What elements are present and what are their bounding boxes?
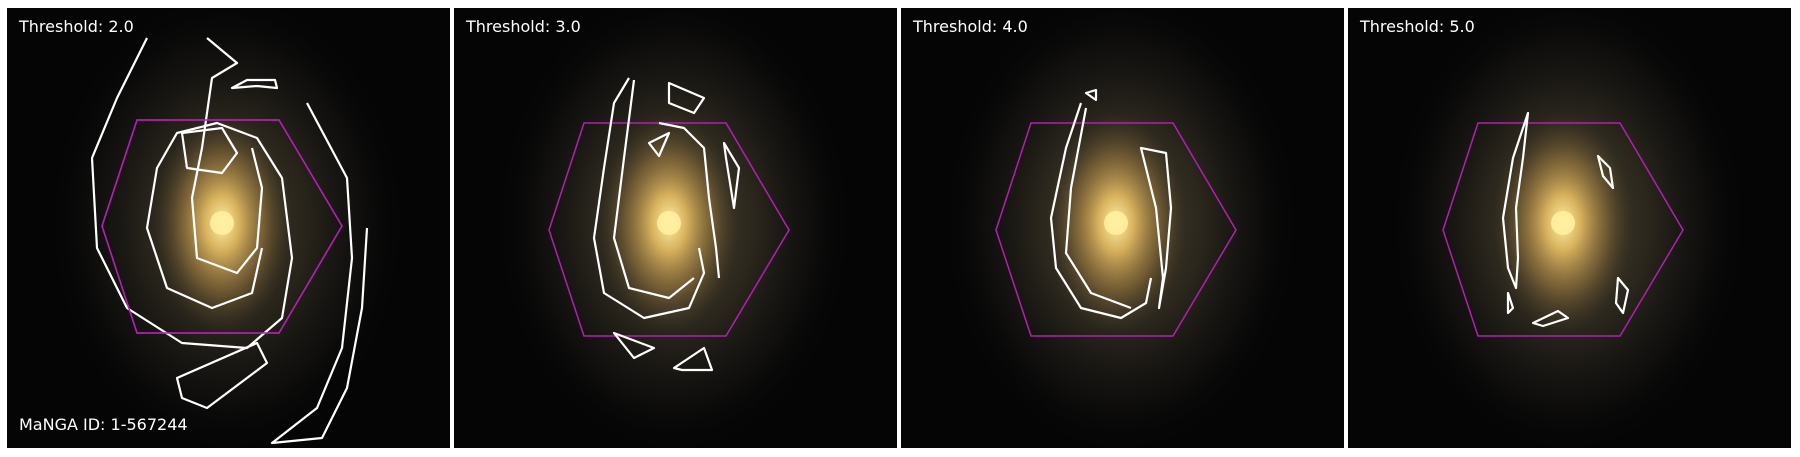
galaxy-image (901, 8, 1344, 448)
contour-lines (592, 77, 741, 372)
contour-lines (1049, 88, 1173, 320)
ifu-hexagon (548, 122, 790, 337)
galaxy-image (7, 8, 450, 448)
threshold-label: Threshold: 5.0 (1360, 17, 1475, 36)
threshold-label: Threshold: 2.0 (19, 17, 134, 36)
threshold-label: Threshold: 3.0 (466, 17, 581, 36)
image-panel-threshold-4: Threshold: 4.0 (901, 8, 1344, 448)
ifu-hexagon (995, 122, 1237, 337)
contour-lines (90, 37, 369, 445)
image-panel-threshold-2: Threshold: 2.0 MaNGA ID: 1-567244 (7, 8, 450, 448)
galaxy-image (454, 8, 897, 448)
threshold-label: Threshold: 4.0 (913, 17, 1028, 36)
manga-id-label: MaNGA ID: 1-567244 (19, 415, 188, 434)
galaxy-image (1348, 8, 1791, 448)
image-panel-threshold-5: Threshold: 5.0 (1348, 8, 1791, 448)
image-panel-threshold-3: Threshold: 3.0 (454, 8, 897, 448)
ifu-hexagon (1442, 122, 1684, 337)
contour-lines (1501, 111, 1630, 328)
